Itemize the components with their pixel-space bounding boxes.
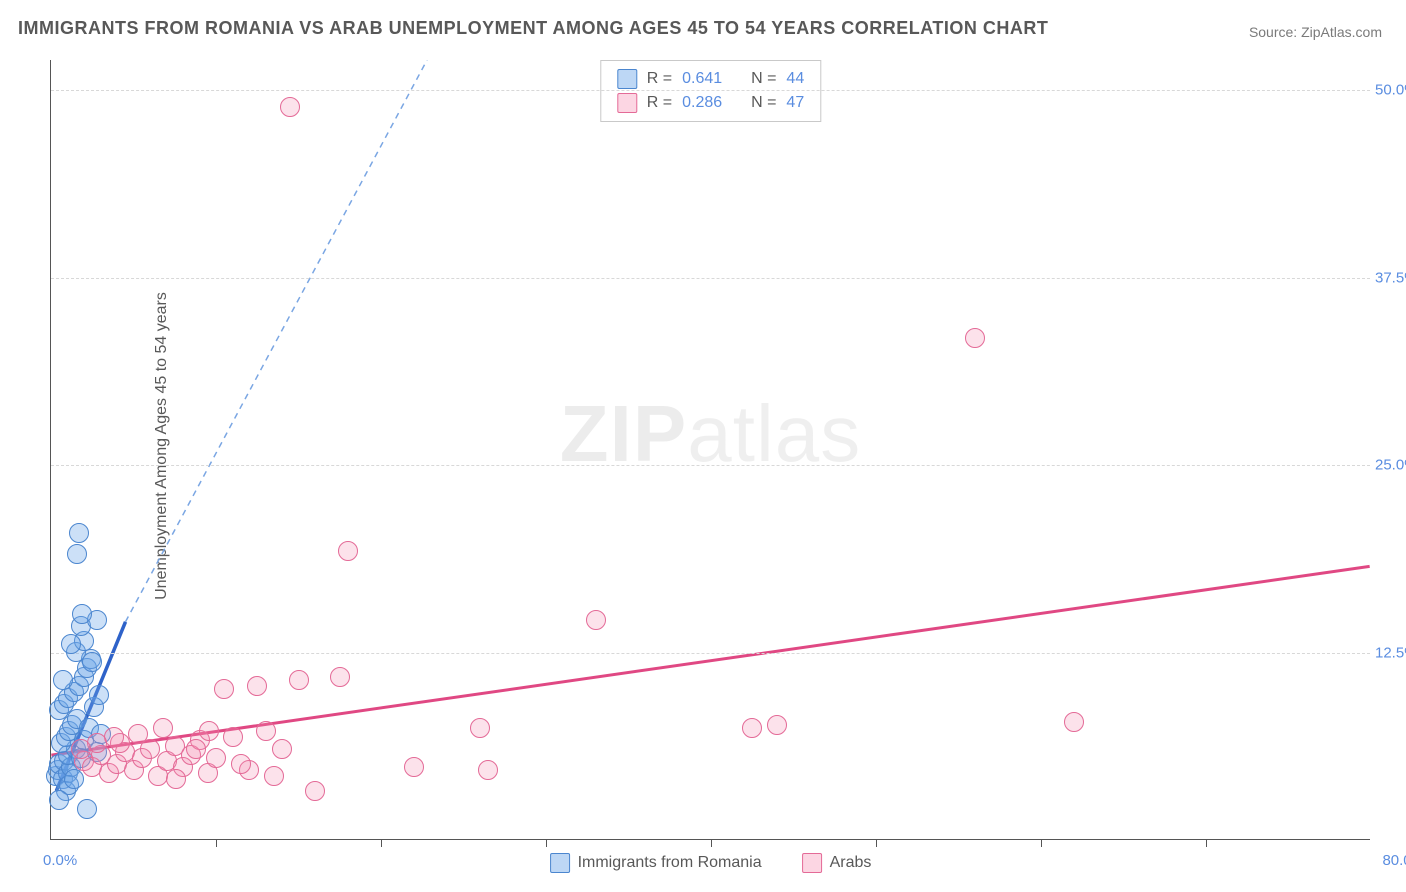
data-point-arabs <box>256 721 276 741</box>
data-point-arabs <box>1064 712 1084 732</box>
data-point-arabs <box>289 670 309 690</box>
data-point-arabs <box>305 781 325 801</box>
data-point-arabs <box>231 754 251 774</box>
data-point-romania <box>69 523 89 543</box>
data-point-romania <box>72 604 92 624</box>
x-axis-min-label: 0.0% <box>43 852 77 869</box>
y-tick-label: 25.0% <box>1375 457 1406 474</box>
data-point-arabs <box>223 727 243 747</box>
source-attribution: Source: ZipAtlas.com <box>1249 24 1382 40</box>
x-axis-max-label: 80.0% <box>1382 852 1406 869</box>
trend-lines <box>51 60 1370 839</box>
x-tick <box>1206 839 1207 847</box>
data-point-arabs <box>965 328 985 348</box>
legend-item-arabs: Arabs <box>802 853 872 873</box>
x-tick <box>216 839 217 847</box>
r-label: R = <box>647 94 672 112</box>
n-value-arabs: 47 <box>786 94 804 112</box>
y-tick-label: 12.5% <box>1375 644 1406 661</box>
data-point-arabs <box>478 760 498 780</box>
data-point-romania <box>64 769 84 789</box>
data-point-arabs <box>264 766 284 786</box>
data-point-arabs <box>586 610 606 630</box>
data-point-arabs <box>767 715 787 735</box>
n-label: N = <box>751 70 776 88</box>
data-point-romania <box>61 634 81 654</box>
data-point-arabs <box>199 721 219 741</box>
n-value-romania: 44 <box>786 70 804 88</box>
data-point-arabs <box>330 667 350 687</box>
legend-row-arabs: R = 0.286 N = 47 <box>617 91 804 115</box>
data-point-arabs <box>280 97 300 117</box>
data-point-arabs <box>71 739 91 759</box>
gridline <box>51 465 1370 466</box>
data-point-arabs <box>470 718 490 738</box>
swatch-pink-icon <box>617 93 637 113</box>
data-point-arabs <box>128 724 148 744</box>
data-point-romania <box>49 790 69 810</box>
data-point-arabs <box>404 757 424 777</box>
swatch-blue-icon <box>617 69 637 89</box>
r-value-romania: 0.641 <box>682 70 722 88</box>
watermark: ZIPatlas <box>560 388 861 480</box>
y-tick-label: 37.5% <box>1375 269 1406 286</box>
data-point-romania <box>82 652 102 672</box>
legend-item-romania: Immigrants from Romania <box>550 853 762 873</box>
gridline <box>51 653 1370 654</box>
series-legend: Immigrants from Romania Arabs <box>550 853 872 873</box>
x-tick <box>876 839 877 847</box>
data-point-arabs <box>206 748 226 768</box>
legend-row-romania: R = 0.641 N = 44 <box>617 67 804 91</box>
data-point-arabs <box>338 541 358 561</box>
data-point-romania <box>77 799 97 819</box>
data-point-arabs <box>742 718 762 738</box>
y-tick-label: 50.0% <box>1375 82 1406 99</box>
swatch-blue-icon <box>550 853 570 873</box>
chart-title: IMMIGRANTS FROM ROMANIA VS ARAB UNEMPLOY… <box>18 18 1048 39</box>
swatch-pink-icon <box>802 853 822 873</box>
data-point-arabs <box>166 769 186 789</box>
legend-label-arabs: Arabs <box>830 854 872 872</box>
data-point-arabs <box>186 739 206 759</box>
scatter-plot-area: ZIPatlas R = 0.641 N = 44 R = 0.286 N = … <box>50 60 1370 840</box>
r-value-arabs: 0.286 <box>682 94 722 112</box>
x-tick <box>1041 839 1042 847</box>
x-tick <box>381 839 382 847</box>
n-label: N = <box>751 94 776 112</box>
x-tick <box>546 839 547 847</box>
x-tick <box>711 839 712 847</box>
data-point-romania <box>67 544 87 564</box>
correlation-legend: R = 0.641 N = 44 R = 0.286 N = 47 <box>600 60 821 122</box>
gridline <box>51 90 1370 91</box>
data-point-arabs <box>272 739 292 759</box>
legend-label-romania: Immigrants from Romania <box>578 854 762 872</box>
gridline <box>51 278 1370 279</box>
data-point-arabs <box>214 679 234 699</box>
data-point-romania <box>53 670 73 690</box>
data-point-romania <box>89 685 109 705</box>
data-point-arabs <box>153 718 173 738</box>
data-point-arabs <box>247 676 267 696</box>
r-label: R = <box>647 70 672 88</box>
